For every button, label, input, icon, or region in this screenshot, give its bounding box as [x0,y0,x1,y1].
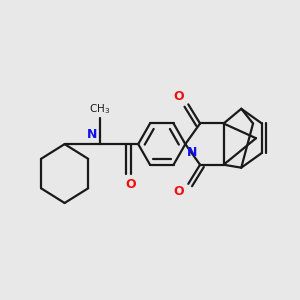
Text: O: O [125,178,136,191]
Text: N: N [87,128,98,141]
Text: O: O [173,90,184,103]
Text: O: O [173,185,184,198]
Text: N: N [187,146,197,159]
Text: CH$_3$: CH$_3$ [89,102,111,116]
